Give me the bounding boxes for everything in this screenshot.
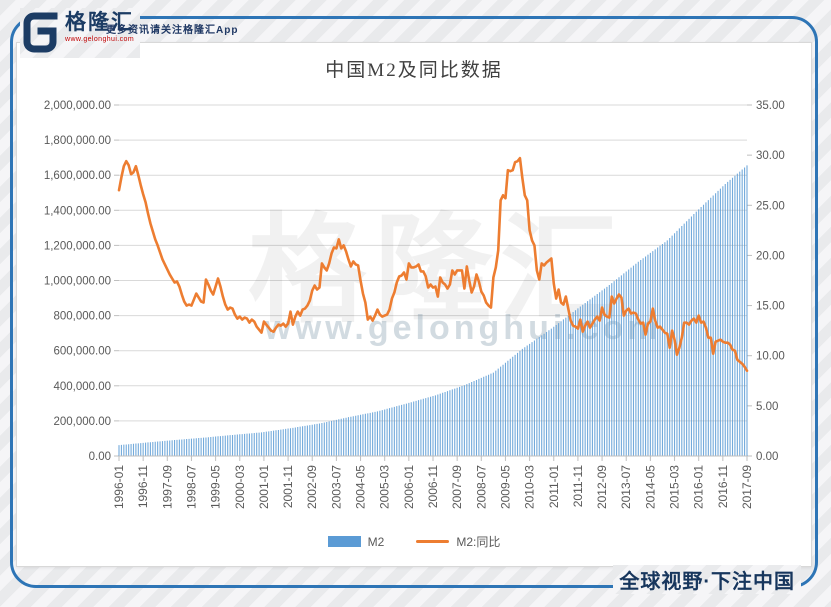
x-axis-label: 2014-05 bbox=[643, 465, 657, 509]
left-axis-label: 200,000.00 bbox=[53, 416, 111, 428]
combo-chart: 0.00 200,000.00 400,000.00 600,000.00 800,00… bbox=[44, 100, 785, 509]
x-axis-label: 2012-09 bbox=[595, 465, 609, 509]
footer-slogan: 全球视野·下注中国 bbox=[613, 565, 801, 594]
left-axis-label: 1,600,000.00 bbox=[44, 170, 111, 182]
x-axis-label: 2017-09 bbox=[740, 465, 754, 509]
left-axis-label: 2,000,000.00 bbox=[44, 100, 111, 112]
left-axis-label: 400,000.00 bbox=[53, 381, 111, 393]
right-axis-label: 0.00 bbox=[756, 451, 778, 463]
legend-m2-swatch bbox=[327, 536, 361, 547]
app-tagline: 更多资讯请关注格隆汇App bbox=[106, 25, 239, 36]
left-axis-label: 0.00 bbox=[89, 451, 111, 463]
left-axis-label: 800,000.00 bbox=[53, 311, 111, 323]
x-axis-label: 1997-09 bbox=[160, 465, 174, 509]
right-axis-label: 15.00 bbox=[756, 301, 785, 313]
x-axis-label: 2011-01 bbox=[547, 465, 561, 508]
x-axis-label: 2006-11 bbox=[426, 465, 440, 508]
left-axis-label: 1,800,000.00 bbox=[44, 135, 111, 147]
x-axis-label: 2007-09 bbox=[450, 465, 464, 509]
right-axis-label: 5.00 bbox=[756, 401, 778, 413]
right-axis-label: 20.00 bbox=[756, 250, 785, 262]
x-axis-label: 2013-07 bbox=[619, 465, 633, 509]
x-axis-label: 2010-03 bbox=[523, 465, 537, 509]
brand-url: www.gelonghui.com bbox=[65, 36, 135, 43]
x-axis-label: 2001-01 bbox=[257, 465, 271, 509]
x-axis-label: 2006-01 bbox=[402, 465, 416, 509]
x-axis-label: 2005-03 bbox=[378, 465, 392, 509]
x-axis-label: 1999-05 bbox=[209, 465, 223, 509]
right-axis-label: 35.00 bbox=[756, 100, 785, 112]
x-axis-label: 2011-11 bbox=[571, 465, 585, 508]
chart-panel: 0.00 200,000.00 400,000.00 600,000.00 800,00… bbox=[16, 42, 812, 567]
chart-title: 中国M2及同比数据 bbox=[325, 60, 503, 81]
x-axis-label: 2003-07 bbox=[329, 465, 343, 509]
right-axis-label: 10.00 bbox=[756, 351, 785, 363]
left-axis-label: 1,200,000.00 bbox=[44, 240, 111, 252]
chart-legend: M2 M2:同比 bbox=[17, 533, 811, 550]
x-axis-label: 2000-03 bbox=[233, 465, 247, 509]
x-axis-label: 2008-07 bbox=[474, 465, 488, 509]
x-axis-label: 2001-11 bbox=[281, 465, 295, 508]
x-axis-label: 2016-01 bbox=[692, 465, 706, 509]
legend-m2-label: M2 bbox=[367, 534, 385, 549]
left-axis-label: 1,000,000.00 bbox=[44, 276, 111, 288]
gelonghui-logo-icon bbox=[23, 12, 58, 53]
left-axis-label: 600,000.00 bbox=[53, 346, 111, 358]
legend-yoy-swatch bbox=[416, 540, 450, 543]
watermark-brand: 格隆汇 bbox=[248, 205, 626, 337]
x-axis-label: 1996-01 bbox=[112, 465, 126, 509]
x-axis-label: 1998-07 bbox=[184, 465, 198, 509]
x-axis-label: 2009-05 bbox=[498, 465, 512, 509]
right-axis-label: 30.00 bbox=[756, 150, 785, 162]
x-axis-label: 2004-05 bbox=[354, 465, 368, 509]
x-axis-label: 2016-11 bbox=[716, 465, 730, 508]
legend-yoy-label: M2:同比 bbox=[456, 535, 501, 549]
right-axis-label: 25.00 bbox=[756, 200, 785, 212]
yoy-line bbox=[117, 156, 749, 373]
x-axis-label: 2015-03 bbox=[668, 465, 682, 509]
x-axis-label: 2002-09 bbox=[305, 465, 319, 509]
left-axis-label: 1,400,000.00 bbox=[44, 205, 111, 217]
x-axis-label: 1996-11 bbox=[136, 465, 150, 508]
